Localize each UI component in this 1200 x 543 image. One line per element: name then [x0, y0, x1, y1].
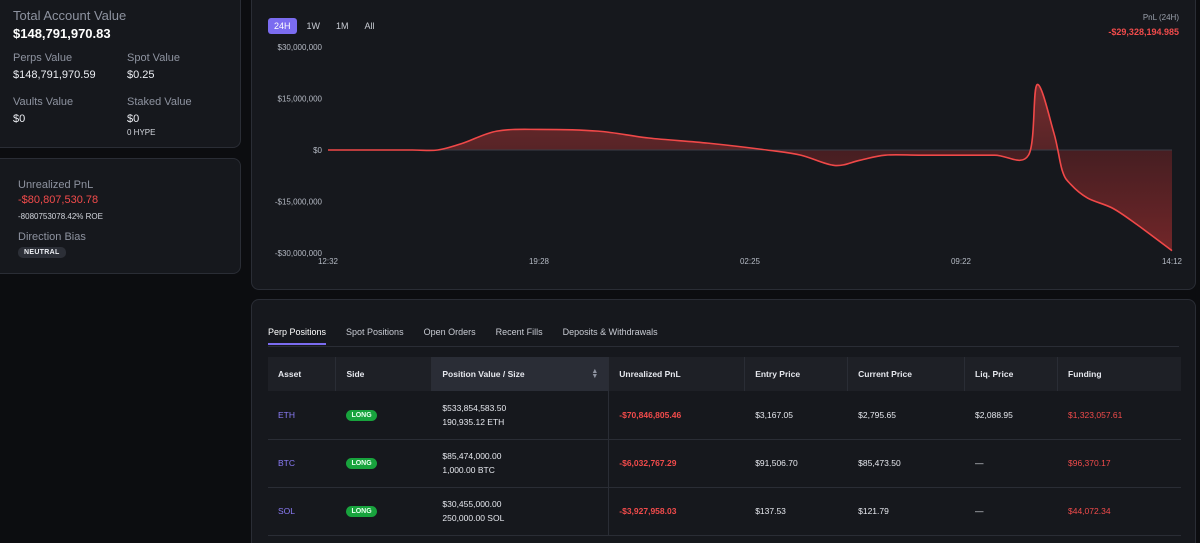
pnl-24h-label: PnL (24H)	[1142, 13, 1179, 22]
spot-value-label: Spot Value	[127, 52, 181, 64]
col-header-side[interactable]: Side	[335, 357, 433, 391]
position-size: 250,000.00 SOL	[442, 513, 505, 523]
spot-value: $0.25	[127, 69, 155, 81]
tabs-divider	[268, 346, 1179, 347]
x-tick-label: 14:12	[1162, 257, 1183, 266]
tab-spot-positions[interactable]: Spot Positions	[346, 327, 404, 337]
x-tick-label: 09:22	[951, 257, 972, 266]
position-value: $85,474,000.00	[442, 451, 502, 461]
y-tick-label: -$15,000,000	[275, 198, 323, 207]
sort-updown-icon[interactable]: ▲ ▼	[591, 368, 599, 380]
entry-price-cell: $137.53	[755, 506, 786, 516]
current-price-cell: $85,473.50	[858, 458, 901, 468]
side-badge: LONG	[346, 458, 377, 469]
total-account-value: $148,791,970.83	[13, 26, 111, 41]
x-tick-label: 12:32	[318, 257, 339, 266]
y-tick-label: $15,000,000	[278, 95, 323, 104]
tab-recent-fills[interactable]: Recent Fills	[495, 327, 543, 337]
position-size: 190,935.12 ETH	[442, 416, 505, 427]
unrealized-pnl-cell: -$3,927,958.03	[619, 506, 677, 516]
unrealized-pnl-cell: -$70,846,805.46	[619, 409, 682, 420]
positions-card: Perp Positions Spot Positions Open Order…	[251, 299, 1196, 543]
table-row[interactable]: ETH LONG $533,854,583.50 190,935.12 ETH -…	[268, 391, 1181, 440]
asset-link-eth[interactable]: ETH	[278, 409, 295, 420]
pnl-area-fill-positive	[328, 84, 1172, 150]
col-header-unrealized-pnl[interactable]: Unrealized PnL	[608, 357, 746, 391]
range-tab-1w[interactable]: 1W	[306, 21, 321, 31]
side-badge: LONG	[346, 506, 377, 517]
range-tab-all[interactable]: All	[364, 21, 375, 31]
unrealized-pnl-value: -$80,807,530.78	[18, 194, 99, 206]
liq-price-cell: $2,088.95	[975, 409, 1013, 420]
funding-cell: $96,370.17	[1068, 458, 1111, 468]
perps-value: $148,791,970.59	[13, 69, 96, 81]
position-value: $533,854,583.50	[442, 402, 507, 413]
y-tick-label: $0	[313, 146, 322, 155]
col-header-funding[interactable]: Funding	[1057, 357, 1181, 391]
col-header-asset[interactable]: Asset	[268, 357, 337, 391]
funding-cell: $44,072.34	[1068, 506, 1111, 516]
table-header-row: Asset Side Position Value / Size ▲ ▼ Unre…	[268, 357, 1181, 391]
unrealized-pnl-card: Unrealized PnL -$80,807,530.78 -80807530…	[0, 158, 241, 274]
range-tab-24h[interactable]: 24H	[268, 18, 297, 34]
col-header-liq-price[interactable]: Liq. Price	[964, 357, 1058, 391]
y-tick-label: $30,000,000	[278, 43, 323, 52]
staked-hype: 0 HYPE	[127, 128, 156, 137]
perp-positions-table: Asset Side Position Value / Size ▲ ▼ Unre…	[268, 357, 1181, 536]
staked-value: $0	[127, 113, 140, 125]
current-price-cell: $2,795.65	[858, 409, 896, 420]
asset-link-sol[interactable]: SOL	[278, 506, 296, 516]
pnl-24h-value: -$29,328,194.985	[1108, 27, 1179, 37]
entry-price-cell: $91,506.70	[755, 458, 798, 468]
col-header-position-value[interactable]: Position Value / Size ▲ ▼	[431, 357, 610, 391]
positions-tabs: Perp Positions Spot Positions Open Order…	[268, 327, 658, 345]
asset-link-btc[interactable]: BTC	[278, 458, 295, 468]
col-header-current-price[interactable]: Current Price	[847, 357, 966, 391]
funding-cell: $1,323,057.61	[1068, 409, 1123, 420]
pnl-area-fill-negative	[328, 150, 1172, 251]
unrealized-pnl-label: Unrealized PnL	[18, 179, 94, 191]
direction-bias-badge: NEUTRAL	[18, 247, 66, 258]
perps-value-label: Perps Value	[13, 52, 73, 64]
pnl-area-chart: $30,000,000 $15,000,000 $0 -$15,000,000 -$30…	[275, 43, 1183, 266]
x-tick-label: 19:28	[529, 257, 550, 266]
total-account-value-label: Total Account Value	[13, 8, 127, 23]
account-summary-card: Total Account Value $148,791,970.83 Perp…	[0, 0, 241, 148]
col-header-position-value-label: Position Value / Size	[442, 369, 525, 379]
table-row[interactable]: BTC LONG $85,474,000.00 1,000.00 BTC -$6,…	[268, 439, 1181, 488]
unrealized-pnl-cell: -$6,032,767.29	[619, 458, 677, 468]
vaults-value: $0	[13, 113, 26, 125]
tab-open-orders[interactable]: Open Orders	[423, 327, 476, 337]
time-range-tabs: 24H 1W 1M All	[268, 18, 381, 34]
liq-price-cell: —	[975, 506, 984, 516]
pnl-series-line	[328, 83, 1173, 252]
y-tick-label: -$30,000,000	[275, 249, 323, 258]
direction-bias-label: Direction Bias	[18, 231, 86, 243]
staked-value-label: Staked Value	[127, 96, 192, 108]
vaults-value-label: Vaults Value	[13, 96, 74, 108]
pnl-chart-card: 24H 1W 1M All PnL (24H) -$29,328,194.985…	[251, 0, 1196, 290]
position-value: $30,455,000.00	[442, 499, 502, 509]
x-tick-label: 02:25	[740, 257, 761, 266]
tab-perp-positions[interactable]: Perp Positions	[268, 327, 327, 345]
current-price-cell: $121.79	[858, 506, 889, 516]
roe-value: -8080753078.42% ROE	[18, 212, 103, 221]
table-row[interactable]: SOL LONG $30,455,000.00 250,000.00 SOL -$…	[268, 487, 1181, 536]
position-size: 1,000.00 BTC	[442, 465, 495, 475]
liq-price-cell: —	[975, 458, 984, 468]
col-header-entry-price[interactable]: Entry Price	[744, 357, 849, 391]
tab-deposits-withdrawals[interactable]: Deposits & Withdrawals	[562, 327, 658, 337]
side-badge: LONG	[346, 409, 377, 421]
entry-price-cell: $3,167.05	[755, 409, 794, 420]
range-tab-1m[interactable]: 1M	[336, 21, 349, 31]
